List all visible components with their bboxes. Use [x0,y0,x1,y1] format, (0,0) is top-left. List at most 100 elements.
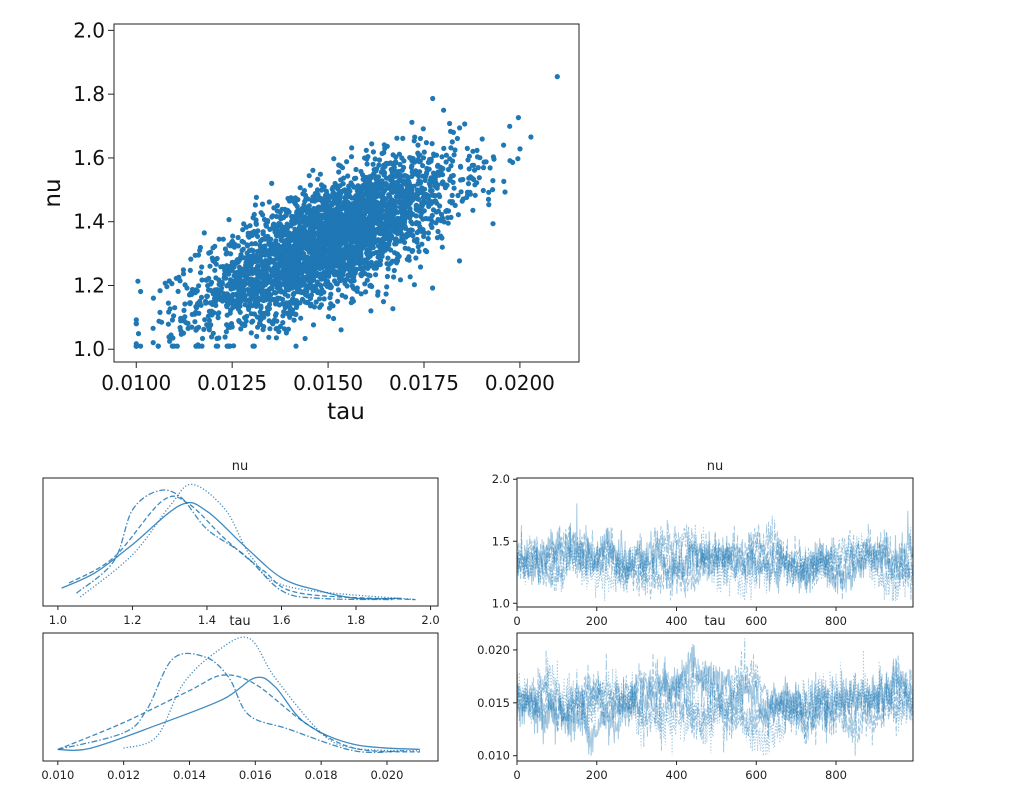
scatter-point [299,262,305,268]
y-tick-label: 1.0 [73,337,105,361]
scatter-point [254,314,260,320]
scatter-point [311,248,317,254]
scatter-point [178,327,184,334]
scatter-point [379,230,385,236]
scatter-point [418,203,424,209]
scatter-point [297,234,303,240]
scatter-point [256,254,262,260]
scatter-point [372,192,378,198]
scatter-point [349,254,356,261]
scatter-point [391,164,397,171]
scatter-point [210,330,216,336]
scatter-point [430,95,436,102]
scatter-point [294,210,300,216]
scatter-point [353,267,359,273]
kde-curve-dotted [123,636,420,752]
scatter-point [192,319,198,325]
scatter-point [197,270,204,276]
scatter-point [315,176,321,182]
scatter-point [202,317,208,323]
x-tick-label: 0.012 [107,768,140,782]
scatter-point [480,165,487,171]
scatter-point [285,195,291,202]
scatter-point [135,331,142,337]
scatter-point [182,301,188,307]
scatter-point [224,298,230,304]
scatter-point [428,158,434,164]
scatter-point [376,207,382,213]
scatter-point [454,135,460,142]
scatter-point [364,225,370,231]
scatter-point [334,235,340,241]
x-tick-label: 600 [745,614,767,628]
scatter-point [248,330,254,336]
scatter-point [337,252,343,258]
scatter-point [177,278,183,284]
scatter-point [388,235,394,241]
scatter-point [415,142,421,148]
scatter-point [310,167,316,173]
scatter-point [308,210,314,217]
scatter-point [347,212,353,218]
scatter-point [270,241,276,247]
scatter-point [421,149,427,155]
scatter-point [226,271,232,277]
x-tick-label: 1.4 [198,613,216,627]
x-tick-label: 1.6 [272,613,290,627]
scatter-point [410,233,416,239]
scatter-point [409,197,416,203]
x-tick-label: 0 [513,614,520,628]
scatter-point [207,249,214,255]
scatter-point [318,276,324,282]
scatter-point [282,251,288,258]
scatter-point [223,329,229,335]
scatter-point [346,218,352,224]
scatter-point [419,241,425,247]
scatter-point [369,199,375,205]
scatter-point [247,279,253,285]
scatter-point [327,204,333,210]
y-tick-label: 1.5 [492,534,510,548]
scatter-point [388,216,394,222]
scatter-point [394,187,400,193]
x-tick-label: 0.014 [173,768,206,782]
scatter-point [302,335,308,342]
scatter-point [325,255,331,262]
scatter-point [196,310,202,316]
scatter-point [420,163,426,169]
scatter-point [408,219,414,225]
scatter-point [150,325,156,331]
scatter-point [314,245,321,251]
scatter-point [383,245,389,251]
scatter-point [413,255,419,261]
scatter-point [390,306,396,312]
scatter-point [274,253,280,259]
scatter-point [295,253,301,259]
x-tick-label: 400 [666,768,688,782]
scatter-point [382,187,388,193]
scatter-point [451,185,457,191]
x-tick-label: 1.8 [347,613,365,627]
scatter-point [226,293,232,299]
scatter-point [367,273,373,279]
scatter-point [372,156,378,162]
scatter-point [215,315,221,321]
scatter-point [257,309,263,315]
scatter-point [240,286,246,292]
scatter-point [262,236,268,242]
scatter-point [252,202,258,208]
trace-line-chain-2 [517,650,913,756]
scatter-point [447,120,453,127]
scatter-point [336,162,342,168]
scatter-point [300,275,306,281]
scatter-point [346,245,352,251]
scatter-point [268,285,274,291]
scatter-point [133,320,139,326]
scatter-point [397,238,403,244]
scatter-point [402,172,408,179]
scatter-point [435,171,441,177]
scatter-point [439,154,445,160]
scatter-point [247,297,253,303]
scatter-point [394,258,401,264]
